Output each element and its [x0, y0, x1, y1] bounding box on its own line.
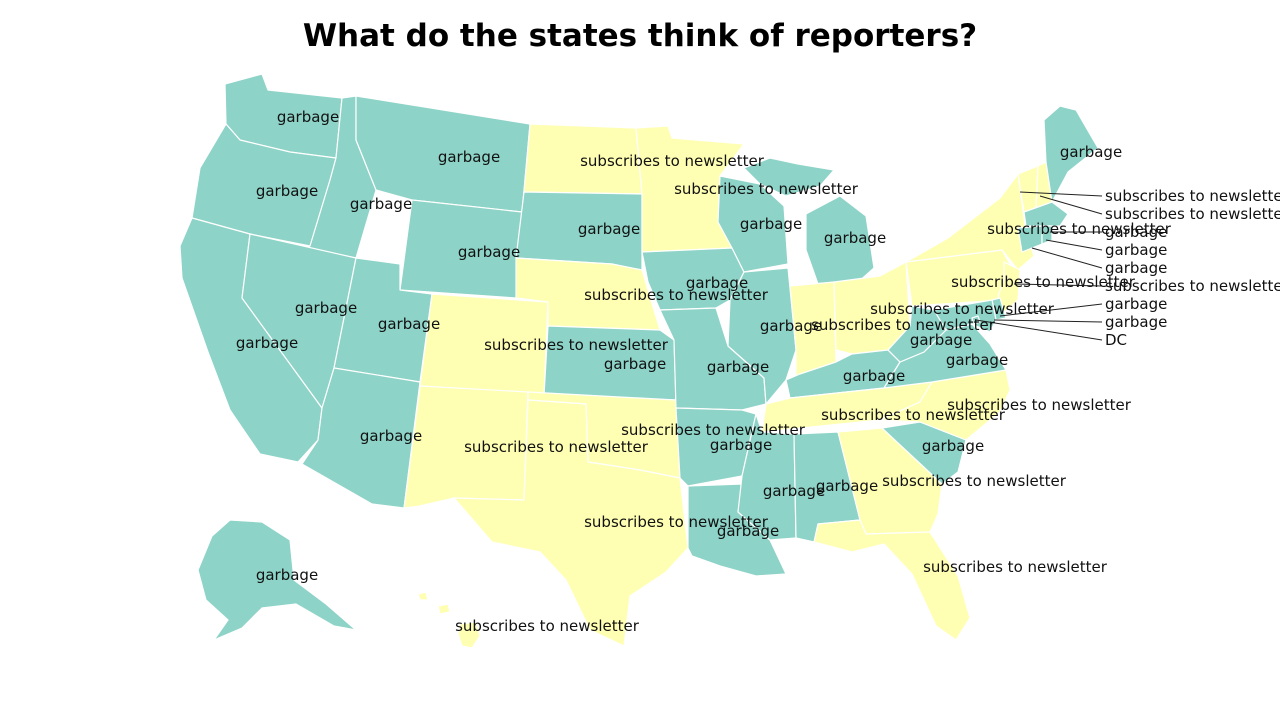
label-sc: garbage [922, 437, 984, 455]
label-az: garbage [360, 427, 422, 445]
label-leader-lines [975, 191, 1103, 341]
state-mi [805, 195, 875, 285]
label-ga: subscribes to newsletter [882, 472, 1067, 490]
label-mi: garbage [824, 229, 886, 247]
state-nc [879, 369, 1011, 441]
leader-line [1031, 247, 1103, 269]
label-md: garbage [1105, 313, 1167, 331]
label-in: subscribes to newsletter [811, 316, 996, 334]
label-mo: garbage [707, 358, 769, 376]
label-nm: subscribes to newsletter [464, 438, 649, 456]
label-oh: subscribes to newsletter [870, 300, 1055, 318]
label-nj: subscribes to newsletter [1105, 277, 1280, 295]
label-ar: garbage [710, 436, 772, 454]
label-id: garbage [350, 195, 412, 213]
leader-line [999, 303, 1103, 317]
leader-line [975, 319, 1103, 341]
label-fl: subscribes to newsletter [923, 558, 1108, 576]
label-me: garbage [1060, 143, 1122, 161]
label-mt: garbage [438, 148, 500, 166]
label-il: garbage [760, 317, 822, 335]
label-pa: subscribes to newsletter [951, 273, 1136, 291]
state-hi [417, 591, 481, 649]
state-fl [813, 519, 971, 641]
label-ia: garbage [686, 274, 748, 292]
state-me [1043, 105, 1099, 203]
state-sc [881, 421, 967, 485]
label-ut: garbage [378, 315, 440, 333]
label-ky: garbage [843, 367, 905, 385]
label-ks: garbage [604, 355, 666, 373]
label-tn: subscribes to newsletter [821, 406, 1006, 424]
label-ca: garbage [236, 334, 298, 352]
leader-line [1013, 283, 1103, 287]
state-shapes [179, 73, 1099, 649]
label-wi: garbage [740, 215, 802, 233]
label-ms: garbage [763, 482, 825, 500]
label-hi: subscribes to newsletter [455, 617, 640, 635]
state-wi [717, 175, 789, 273]
label-tx: subscribes to newsletter [584, 513, 769, 531]
leader-line [1045, 239, 1103, 251]
label-ri: garbage [1105, 241, 1167, 259]
label-nh: subscribes to newsletter [1105, 205, 1280, 223]
label-ct: garbage [1105, 259, 1167, 277]
label-mn: subscribes to newsletter [674, 180, 859, 198]
state-tx [453, 399, 689, 647]
label-wa: garbage [277, 108, 339, 126]
leader-line [993, 319, 1103, 323]
state-ak [197, 519, 357, 641]
label-ma: garbage [1105, 223, 1167, 241]
label-de: garbage [1105, 295, 1167, 313]
label-vt: subscribes to newsletter [1105, 187, 1280, 205]
label-al: garbage [816, 477, 878, 495]
label-or: garbage [256, 182, 318, 200]
label-sd: garbage [578, 220, 640, 238]
leader-line [1019, 191, 1103, 197]
state-md [933, 299, 997, 333]
label-ny: subscribes to newsletter [987, 220, 1172, 238]
label-dc: DC [1105, 331, 1127, 349]
label-nd: subscribes to newsletter [580, 152, 765, 170]
label-co: subscribes to newsletter [484, 336, 669, 354]
label-ok: subscribes to newsletter [621, 421, 806, 439]
label-wv: garbage [910, 331, 972, 349]
label-va: garbage [946, 351, 1008, 369]
state-mi-upper [743, 157, 835, 197]
label-ak: garbage [256, 566, 318, 584]
label-nv: garbage [295, 299, 357, 317]
state-ma [1023, 201, 1069, 227]
page-title: What do the states think of reporters? [302, 18, 978, 54]
label-wy: garbage [458, 243, 520, 261]
state-labels: garbage garbage garbage garbage garbage … [236, 108, 1280, 635]
state-ri [1041, 225, 1053, 245]
state-ms [737, 413, 797, 541]
label-ne: subscribes to newsletter [584, 286, 769, 304]
label-nc: subscribes to newsletter [947, 396, 1132, 414]
leader-line [1039, 195, 1103, 215]
label-la: garbage [717, 522, 779, 540]
